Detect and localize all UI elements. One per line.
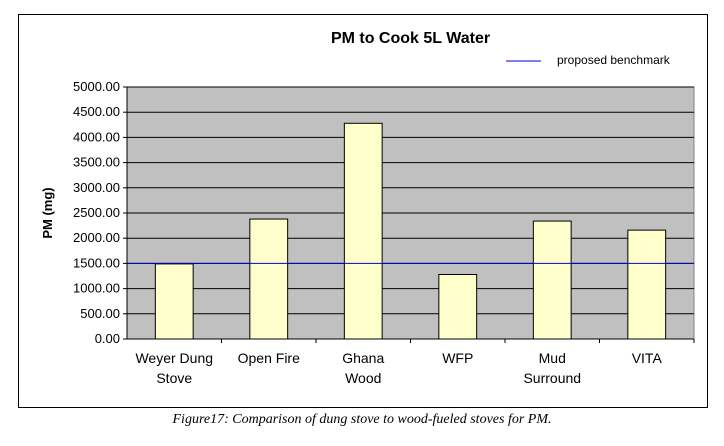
bar xyxy=(627,229,667,340)
y-tick-label: 500.00 xyxy=(80,306,120,321)
y-tick-label: 3500.00 xyxy=(73,155,120,170)
chart-frame: PM to Cook 5L Water 0.00 500.00 1000.00 1500… xyxy=(18,14,708,408)
x-tick-label: Wood xyxy=(345,370,381,386)
y-tick-label: 2000.00 xyxy=(73,230,120,245)
bar-chart: PM to Cook 5L Water 0.00 500.00 1000.00 1500… xyxy=(40,30,695,386)
y-tick-label: 4000.00 xyxy=(73,129,120,144)
x-tick-label: Open Fire xyxy=(238,350,300,366)
bar xyxy=(532,220,572,340)
y-tick-label: 3000.00 xyxy=(73,180,120,195)
bar xyxy=(438,273,478,340)
x-tick-label: Weyer Dung xyxy=(135,350,213,366)
y-tick-label: 1500.00 xyxy=(73,255,120,270)
figure-caption: Figure17: Comparison of dung stove to wo… xyxy=(172,412,552,427)
y-tick-label: 4500.00 xyxy=(73,104,120,119)
x-tick-label: Surround xyxy=(523,370,581,386)
y-tick-label: 2500.00 xyxy=(73,205,120,220)
x-tick-label: Stove xyxy=(156,370,192,386)
bar xyxy=(154,263,194,340)
y-axis-label: PM (mg) xyxy=(40,187,55,238)
y-tick-label: 0.00 xyxy=(95,331,120,346)
x-tick-label: Mud xyxy=(539,350,566,366)
x-tick-label: WFP xyxy=(442,350,473,366)
chart-title: PM to Cook 5L Water xyxy=(331,30,490,47)
x-tick-label: Ghana xyxy=(342,350,384,366)
bar xyxy=(343,122,383,340)
y-tick-label: 5000.00 xyxy=(73,79,120,94)
y-tick-label: 1000.00 xyxy=(73,281,120,296)
legend-label: proposed benchmark xyxy=(557,53,671,67)
bar xyxy=(249,218,289,340)
x-tick-label: VITA xyxy=(632,350,663,366)
